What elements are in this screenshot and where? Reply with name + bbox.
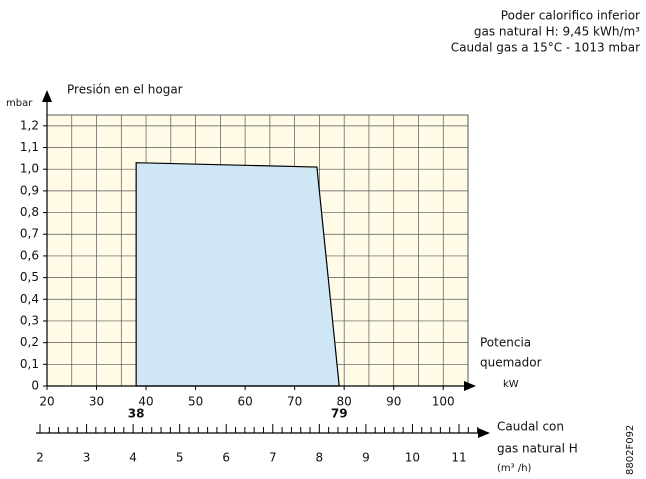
x2-tick-label: 3 (83, 451, 91, 465)
x2-arrow (478, 428, 490, 438)
x2-tick-label: 8 (316, 451, 324, 465)
x-tick-label: 40 (138, 395, 153, 409)
x-tick-label: 80 (337, 395, 352, 409)
x-arrow (464, 381, 476, 391)
header-line: gas natural H: 9,45 kWh/m³ (474, 25, 640, 39)
x2-tick-label: 10 (405, 451, 420, 465)
x2-label: Caudal con (497, 420, 564, 434)
annotation: 38 (128, 407, 145, 421)
working-field (135, 162, 340, 387)
x2-tick-label: 2 (36, 451, 44, 465)
y-tick-label: 1,1 (20, 140, 39, 154)
y-tick-label: 1,0 (20, 162, 39, 176)
y-tick-label: 0,6 (20, 248, 39, 262)
y-arrow (42, 90, 52, 102)
y-unit: mbar (6, 98, 33, 109)
y-tick-label: 0 (31, 379, 39, 393)
y-tick-label: 0,2 (20, 335, 39, 349)
y-tick-label: 0,9 (20, 183, 39, 197)
y-tick-label: 0,1 (20, 357, 39, 371)
x2-tick-label: 4 (129, 451, 137, 465)
y-tick-label: 1,2 (20, 118, 39, 132)
x-tick-label: 60 (237, 395, 252, 409)
code: 8802F092 (625, 425, 636, 475)
x2-label: gas natural H (497, 442, 578, 456)
x-unit: kW (503, 379, 519, 390)
x2-tick-label: 11 (451, 451, 466, 465)
x-label: quemador (480, 356, 542, 370)
y-tick-label: 0,7 (20, 227, 39, 241)
annotation: 79 (331, 407, 348, 421)
y-tick-label: 0,3 (20, 313, 39, 327)
y-label: Presión en el hogar (67, 83, 183, 97)
x2-tick-label: 6 (222, 451, 230, 465)
x2-tick-label: 5 (176, 451, 184, 465)
x-tick-label: 100 (432, 395, 455, 409)
x2-tick-label: 7 (269, 451, 277, 465)
header-line: Poder calorifico inferior (501, 9, 640, 23)
x-tick-label: 50 (188, 395, 203, 409)
y-tick-label: 0,8 (20, 205, 39, 219)
y-tick-label: 0,5 (20, 270, 39, 284)
x-tick-label: 20 (39, 395, 54, 409)
y-tick-label: 0,4 (20, 292, 39, 306)
x2-unit: (m³ /h) (497, 463, 532, 474)
x-tick-label: 70 (287, 395, 302, 409)
x-tick-label: 30 (89, 395, 104, 409)
x2-tick-label: 9 (362, 451, 370, 465)
x-label: Potencia (480, 336, 531, 350)
header-line: Caudal gas a 15°C - 1013 mbar (451, 41, 640, 55)
x-tick-label: 90 (386, 395, 401, 409)
